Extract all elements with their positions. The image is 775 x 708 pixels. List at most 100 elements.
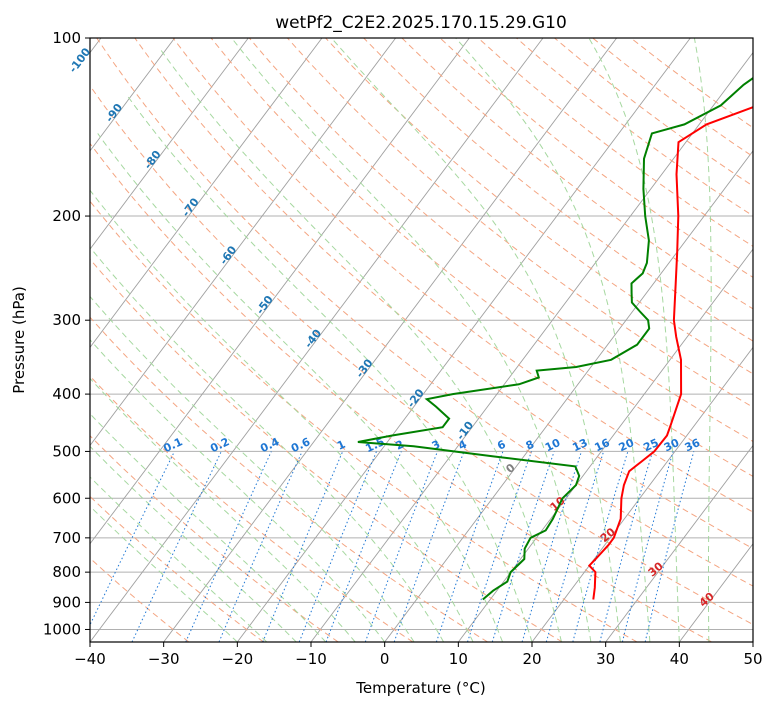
- dry-adiabat: [90, 375, 414, 642]
- mixing-ratio-line: [218, 451, 303, 642]
- dry-adiabat: [439, 38, 753, 278]
- mixing-ratio-line: [185, 451, 272, 642]
- mixing-ratio-label: 0.4: [258, 435, 281, 455]
- dry-adiabat: [287, 38, 753, 408]
- mixing-ratio-label: 20: [617, 436, 637, 454]
- dry-adiabat: [90, 557, 190, 642]
- dry-adiabat: [210, 38, 753, 477]
- dry-adiabat: [96, 38, 753, 587]
- moist-adiabat: [126, 95, 533, 642]
- isotherm-line: [90, 38, 249, 250]
- x-tick-label: 0: [380, 650, 390, 668]
- y-tick-label: 700: [52, 529, 81, 547]
- x-tick-label: 10: [449, 650, 468, 668]
- mixing-ratio-line: [491, 451, 555, 642]
- moist-adiabat: [90, 476, 268, 642]
- mixing-ratio-label: 36: [683, 436, 703, 454]
- isotherm-label: -60: [217, 243, 240, 267]
- mixing-ratio-line: [364, 451, 438, 642]
- y-tick-label: 500: [52, 442, 81, 460]
- moist-adiabat: [90, 413, 327, 642]
- dry-adiabat: [325, 38, 753, 375]
- y-axis-label: Pressure (hPa): [10, 286, 28, 394]
- mixing-ratio-line: [644, 451, 695, 642]
- mixing-ratio-line: [325, 451, 402, 642]
- moist-adiabat: [90, 505, 238, 642]
- isotherm-line: [752, 641, 753, 642]
- x-tick-label: −30: [148, 650, 180, 668]
- mixing-ratio-label: 0.6: [289, 435, 312, 455]
- mixing-ratio-label: 6: [495, 438, 508, 453]
- mixing-ratio-label: 0.1: [161, 435, 184, 455]
- x-axis-label: Temperature (°C): [355, 679, 485, 697]
- dry-adiabat: [248, 38, 753, 442]
- moist-adiabat: [160, 50, 562, 642]
- mixing-ratio-line: [572, 451, 629, 642]
- chart-grid: [90, 38, 753, 642]
- x-tick-label: 40: [670, 650, 689, 668]
- y-tick-label: 100: [52, 29, 81, 47]
- mixing-ratio-label: 10: [543, 436, 563, 454]
- y-tick-label: 800: [52, 563, 81, 581]
- isotherm-label: -20: [405, 386, 428, 410]
- moist-adiabat: [90, 295, 415, 642]
- mixing-ratio-label: 30: [662, 436, 682, 454]
- dry-adiabat: [172, 38, 753, 513]
- dry-adiabat: [90, 200, 638, 642]
- moist-adiabat: [331, 38, 621, 642]
- dry-adiabat: [401, 38, 753, 310]
- mixing-ratio-line: [521, 451, 582, 642]
- x-tick-label: 50: [743, 650, 762, 668]
- background-lines: [90, 38, 753, 642]
- x-tick-label: 30: [596, 650, 615, 668]
- y-tick-label: 400: [52, 385, 81, 403]
- y-tick-label: 200: [52, 207, 81, 225]
- isotherm-label: -50: [254, 293, 277, 317]
- moist-adiabat-label: 40: [697, 590, 717, 610]
- isotherm-label: -80: [141, 148, 164, 172]
- isotherm-line: [90, 38, 323, 349]
- x-tick-label: 20: [522, 650, 541, 668]
- moist-adiabat-label: 0: [503, 461, 517, 476]
- x-axis-ticks: −40 −30 −20 −10 0 10 20 30 40 50: [74, 642, 763, 668]
- plot-frame: [89, 37, 754, 643]
- mixing-ratio-line: [467, 451, 532, 642]
- mixing-ratio-label: 16: [592, 436, 612, 454]
- y-axis-ticks: 100 200 300 400 500 600 700 800 900 1000: [43, 29, 90, 638]
- isotherm-line: [90, 38, 470, 545]
- moist-adiabat: [455, 38, 651, 642]
- isotherm-label: -90: [103, 101, 126, 125]
- mixing-ratio-line: [545, 451, 605, 642]
- mixing-ratio-line: [393, 451, 465, 642]
- dry-adiabat: [90, 142, 712, 642]
- isotherm-line: [457, 248, 753, 642]
- moist-adiabat: [588, 38, 680, 642]
- isotherm-line: [531, 346, 753, 642]
- dewpoint-profile: [357, 76, 753, 601]
- mixing-ratio-line: [262, 451, 344, 642]
- moist-adiabat: [90, 246, 445, 642]
- dry-adiabat: [90, 316, 488, 642]
- mixing-ratio-label: 8: [524, 438, 536, 453]
- x-tick-label: −20: [222, 650, 254, 668]
- moist-adiabat-label: 30: [646, 559, 666, 579]
- mixing-ratio-line: [90, 451, 175, 627]
- isotherm-line: [163, 38, 618, 642]
- moist-adiabat: [231, 38, 592, 642]
- dry-adiabat: [90, 84, 753, 626]
- moist-adiabat: [90, 445, 297, 642]
- isotherm-line: [678, 543, 753, 642]
- temperature-profile: [587, 106, 753, 600]
- dry-adiabat: [90, 258, 563, 642]
- isotherm-label: -30: [353, 356, 376, 380]
- y-tick-label: 600: [52, 489, 81, 507]
- moist-adiabat: [90, 189, 474, 642]
- dry-adiabat: [477, 38, 753, 247]
- dry-adiabat: [363, 38, 753, 342]
- isotherm-label: -40: [302, 327, 325, 351]
- isotherm-line: [384, 150, 753, 642]
- moist-adiabat: [90, 377, 356, 642]
- isotherm-line: [90, 38, 544, 642]
- mixing-ratio-line: [621, 451, 674, 642]
